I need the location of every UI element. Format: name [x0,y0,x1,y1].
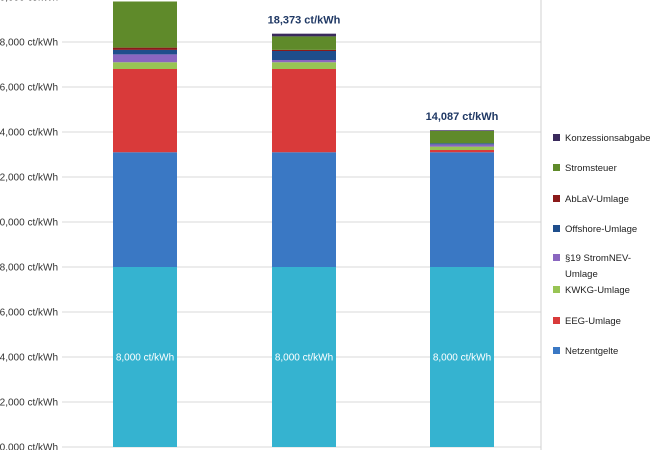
bar-segment-offshore-umlage [113,49,177,55]
legend-label: Konzessionsabgabe [565,133,650,144]
bar-segment-eeg-umlage [430,150,494,153]
bar-segment-konzessionsabgabe [272,33,336,37]
legend-label: Netzentgelte [565,346,618,357]
bar-segment-base [430,267,494,447]
bar-segment--19-stromnev-umlage [272,60,336,63]
bar-segment-stromsteuer [113,1,177,48]
bar-segment-eeg-umlage [272,69,336,153]
bar-segment-konzessionsabgabe [430,130,494,131]
legend-swatch [553,286,560,293]
bar-inner-label: 8,000 ct/kWh [275,353,333,364]
legend-label: KWKG-Umlage [565,285,630,296]
bars [113,1,494,447]
bar-segment-ablav-umlage [272,49,336,51]
legend-swatch [553,195,560,202]
bar-segment-base [113,267,177,447]
legend-label: Offshore-Umlage [565,224,637,235]
bar-segment-base [272,267,336,447]
y-tick-label: 2,000 ct/kWh [0,398,58,409]
bar-segment-ablav-umlage [113,47,177,50]
legend-swatch [553,254,560,261]
bar-segment-stromsteuer [272,36,336,50]
bar-segment--19-stromnev-umlage [430,144,494,147]
bar-segment--19-stromnev-umlage [113,54,177,63]
legend-label: §19 StromNEV-Umlage [565,253,631,280]
legend-label: Stromsteuer [565,163,617,174]
bar-segment-offshore-umlage [272,51,336,60]
y-axis-tick-labels: 0,000 ct/kWh 2,000 ct/kWh 4,000 ct/kWh 6,00… [0,0,58,450]
y-tick-label: 12,000 ct/kWh [0,173,58,184]
bar-segment-kwkg-umlage [430,146,494,150]
bar-segment-eeg-umlage [113,69,177,153]
bar-total-label: 18,373 ct/kWh [268,15,341,27]
legend: Konzessionsabgabe Stromsteuer AbLaV-Umlage… [553,133,650,357]
legend-swatch [553,225,560,232]
y-tick-label: 0,000 ct/kWh [0,443,58,450]
legend-swatch [553,317,560,324]
data-labels: 8,000 ct/kWh 8,000 ct/kWh 18,373 ct/kWh 8,0… [116,15,499,364]
bar-inner-label: 8,000 ct/kWh [433,353,491,364]
bar-segment-stromsteuer [430,130,494,144]
y-tick-label: 14,000 ct/kWh [0,128,58,139]
legend-swatch [553,134,560,141]
bar-segment-netzentgelte [272,152,336,267]
y-tick-label: 6,000 ct/kWh [0,308,58,319]
legend-swatch [553,164,560,171]
y-tick-label: 10,000 ct/kWh [0,218,58,229]
bar-inner-label: 8,000 ct/kWh [116,353,174,364]
y-tick-label: 4,000 ct/kWh [0,353,58,364]
legend-swatch [553,347,560,354]
y-tick-label: 18,000 ct/kWh [0,38,58,49]
bar-total-label: 14,087 ct/kWh [426,111,499,123]
y-tick-label: 20,000 ct/kWh [0,0,58,4]
bar-segment-kwkg-umlage [272,62,336,69]
bar-segment-netzentgelte [430,152,494,267]
y-tick-label: 8,000 ct/kWh [0,263,58,274]
bar-segment-kwkg-umlage [113,62,177,69]
legend-label: EEG-Umlage [565,316,621,327]
y-tick-label: 16,000 ct/kWh [0,83,58,94]
bar-segment-netzentgelte [113,152,177,267]
bar-segment-offshore-umlage [430,143,494,145]
legend-label: AbLaV-Umlage [565,194,629,205]
